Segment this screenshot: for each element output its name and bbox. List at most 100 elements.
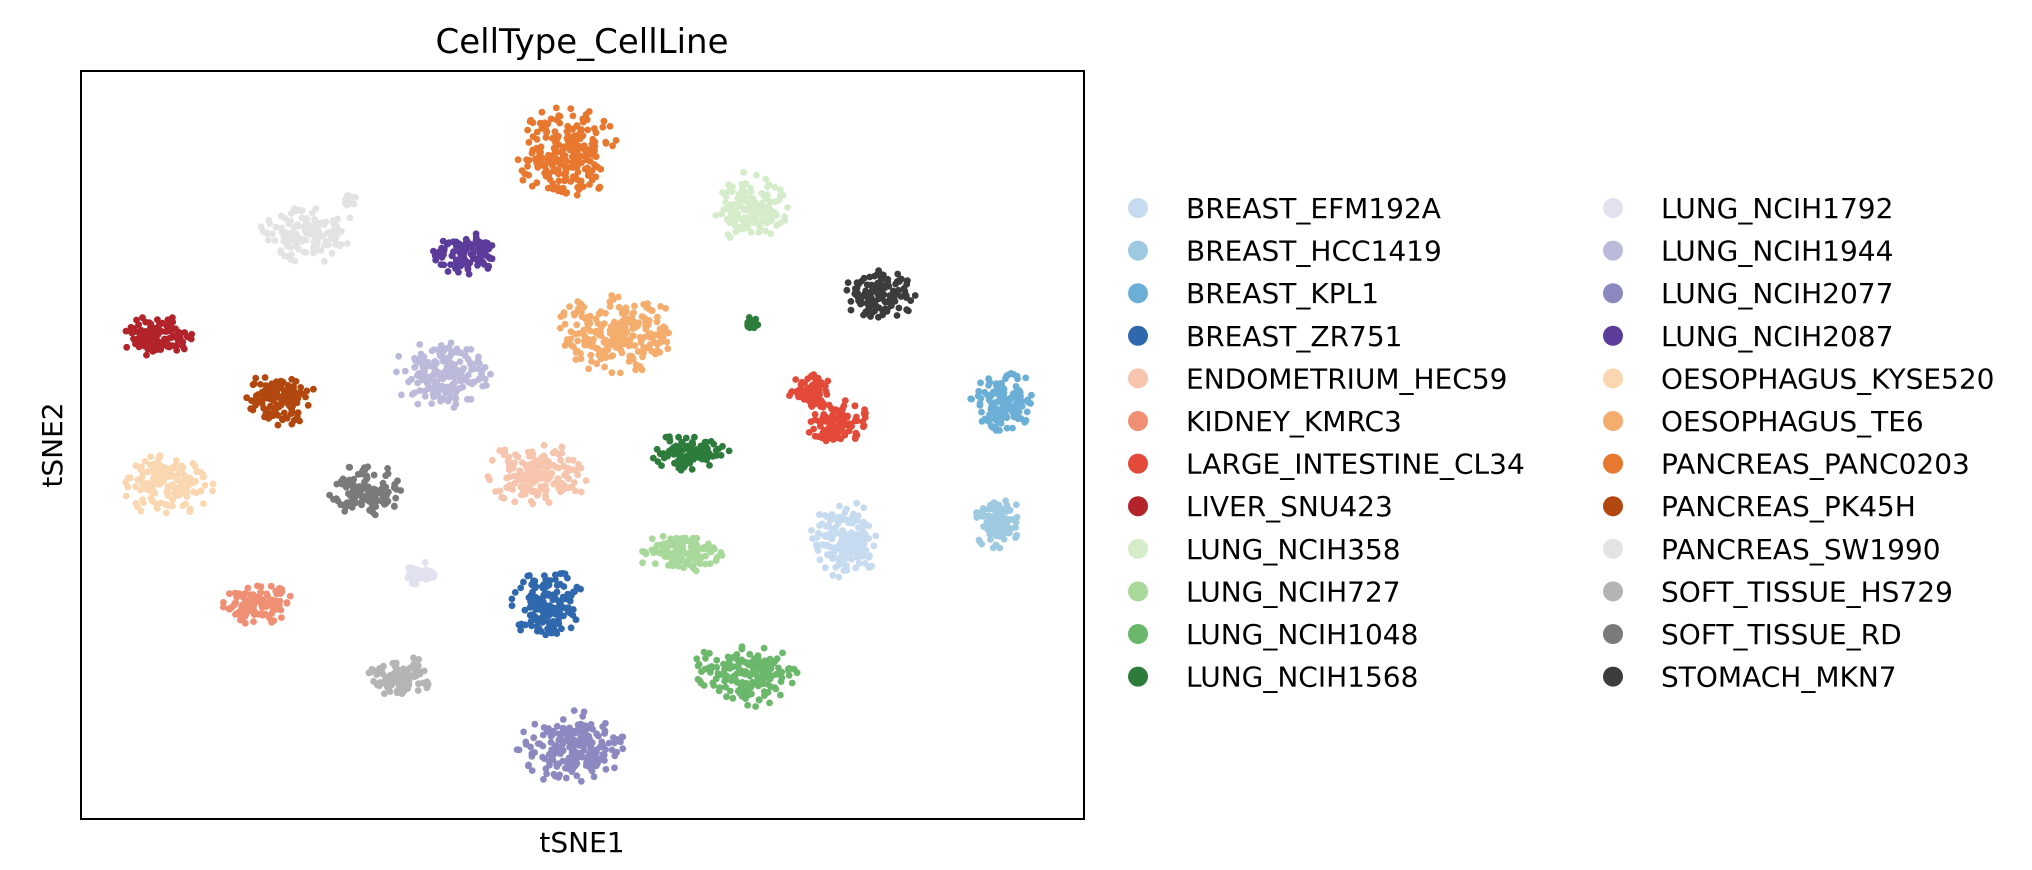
scatter-point bbox=[147, 320, 155, 328]
scatter-point bbox=[818, 416, 826, 424]
scatter-point bbox=[867, 313, 874, 320]
scatter-point bbox=[811, 432, 819, 440]
scatter-point bbox=[559, 740, 567, 748]
scatter-point bbox=[525, 138, 533, 146]
scatter-point bbox=[823, 513, 831, 521]
scatter-point bbox=[537, 159, 544, 167]
scatter-point bbox=[303, 215, 311, 222]
scatter-point bbox=[549, 449, 557, 457]
scatter-point bbox=[437, 352, 445, 360]
scatter-point bbox=[746, 672, 754, 680]
scatter-point bbox=[884, 275, 892, 283]
scatter-point bbox=[903, 280, 911, 288]
scatter-point bbox=[697, 679, 705, 687]
scatter-point bbox=[701, 560, 709, 568]
scatter-point bbox=[289, 402, 296, 410]
scatter-point bbox=[701, 665, 709, 673]
scatter-point bbox=[550, 604, 558, 612]
scatter-point bbox=[384, 465, 391, 472]
scatter-point bbox=[548, 134, 556, 142]
scatter-point bbox=[761, 208, 768, 215]
scatter-point bbox=[487, 370, 494, 378]
scatter-point bbox=[700, 450, 708, 458]
scatter-point bbox=[410, 654, 417, 662]
scatter-point bbox=[762, 175, 770, 183]
scatter-point bbox=[538, 108, 546, 116]
legend-item: KIDNEY_KMRC3 bbox=[1128, 405, 1402, 438]
scatter-point bbox=[848, 422, 855, 430]
scatter-point bbox=[976, 402, 984, 409]
scatter-point bbox=[781, 213, 788, 221]
scatter-point bbox=[556, 771, 563, 779]
scatter-point bbox=[536, 457, 544, 465]
scatter-point bbox=[158, 328, 166, 335]
scatter-point bbox=[294, 409, 302, 416]
scatter-point bbox=[483, 381, 490, 389]
scatter-point bbox=[539, 616, 547, 624]
scatter-point bbox=[559, 724, 567, 732]
scatter-point bbox=[1014, 414, 1022, 422]
scatter-point bbox=[744, 701, 751, 709]
scatter-point bbox=[738, 643, 746, 650]
scatter-point bbox=[573, 772, 581, 780]
scatter-point bbox=[610, 734, 617, 742]
scatter-point bbox=[447, 339, 455, 347]
scatter-point bbox=[397, 487, 405, 494]
scatter-point bbox=[534, 601, 542, 609]
scatter-point bbox=[276, 381, 284, 389]
scatter-point bbox=[593, 344, 601, 352]
scatter-point bbox=[294, 221, 301, 229]
scatter-point bbox=[395, 685, 403, 692]
scatter-point bbox=[572, 356, 580, 363]
scatter-point bbox=[575, 461, 582, 468]
scatter-point bbox=[599, 123, 607, 131]
scatter-point bbox=[315, 246, 323, 254]
scatter-point bbox=[244, 584, 252, 592]
scatter-point bbox=[768, 672, 776, 680]
legend-label: KIDNEY_KMRC3 bbox=[1186, 405, 1402, 438]
scatter-point bbox=[553, 581, 561, 589]
scatter-point bbox=[760, 688, 768, 695]
legend-marker bbox=[1128, 411, 1148, 431]
scatter-point bbox=[585, 737, 593, 744]
scatter-point bbox=[590, 152, 598, 159]
scatter-point bbox=[1012, 524, 1019, 531]
scatter-point bbox=[587, 721, 595, 728]
scatter-point bbox=[439, 357, 447, 365]
scatter-point bbox=[553, 760, 561, 768]
scatter-point bbox=[186, 508, 194, 515]
scatter-point bbox=[715, 687, 723, 695]
scatter-point bbox=[557, 456, 564, 464]
scatter-point bbox=[261, 374, 269, 381]
scatter-point bbox=[141, 458, 149, 465]
scatter-point bbox=[748, 318, 756, 326]
scatter-point bbox=[250, 380, 258, 388]
scatter-point bbox=[444, 268, 452, 275]
scatter-point bbox=[631, 302, 638, 310]
scatter-point bbox=[158, 465, 165, 473]
scatter-point bbox=[419, 679, 427, 687]
scatter-point bbox=[619, 745, 627, 753]
scatter-point bbox=[551, 155, 558, 162]
scatter-point bbox=[248, 397, 255, 404]
scatter-point bbox=[328, 249, 336, 257]
scatter-point bbox=[445, 395, 453, 403]
scatter-point bbox=[590, 773, 598, 781]
scatter-point bbox=[631, 342, 639, 349]
scatter-point bbox=[238, 616, 246, 623]
scatter-point bbox=[169, 502, 176, 510]
scatter-point bbox=[851, 435, 859, 442]
scatter-point bbox=[829, 571, 837, 579]
scatter-point bbox=[542, 134, 550, 141]
legend-item: LUNG_NCIH2077 bbox=[1603, 277, 1893, 310]
scatter-point bbox=[552, 104, 560, 112]
scatter-point bbox=[549, 731, 557, 738]
scatter-point bbox=[706, 560, 714, 568]
scatter-point bbox=[400, 687, 408, 694]
scatter-point bbox=[976, 537, 983, 545]
scatter-point bbox=[279, 415, 286, 423]
scatter-point bbox=[128, 329, 136, 337]
legend-item: PANCREAS_SW1990 bbox=[1603, 533, 1941, 566]
scatter-point bbox=[678, 554, 685, 561]
scatter-point bbox=[632, 361, 640, 369]
